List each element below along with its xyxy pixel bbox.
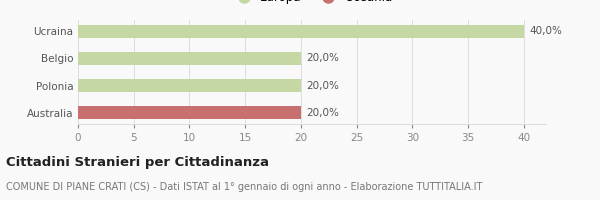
Bar [78,79,301,92]
Text: 20,0%: 20,0% [307,53,340,63]
Legend: Europa, Oceania: Europa, Oceania [227,0,397,9]
Text: 20,0%: 20,0% [307,81,340,91]
Text: 40,0%: 40,0% [529,26,562,36]
Text: COMUNE DI PIANE CRATI (CS) - Dati ISTAT al 1° gennaio di ogni anno - Elaborazion: COMUNE DI PIANE CRATI (CS) - Dati ISTAT … [6,182,482,192]
Bar [78,106,301,119]
Bar [78,25,524,38]
Text: Cittadini Stranieri per Cittadinanza: Cittadini Stranieri per Cittadinanza [6,156,269,169]
Text: 20,0%: 20,0% [307,108,340,118]
Bar [78,52,301,65]
